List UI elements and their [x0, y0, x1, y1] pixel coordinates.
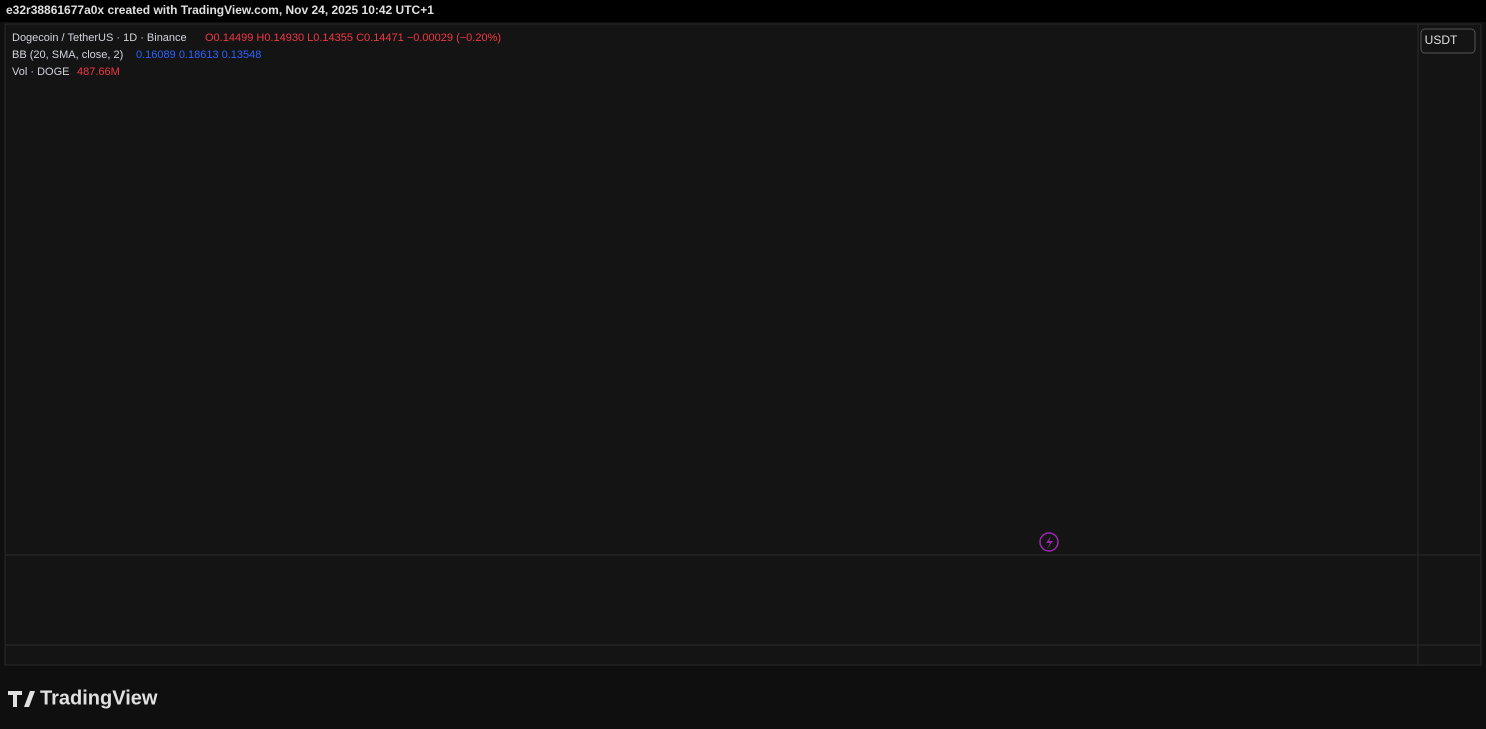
legend-symbol: Dogecoin / TetherUS · 1D · Binance [12, 32, 187, 44]
legend-bb: BB (20, SMA, close, 2) [12, 49, 123, 61]
currency-button[interactable] [1420, 28, 1476, 54]
header-text: e32r38861677a0x created with TradingView… [6, 3, 434, 17]
event-icon-bolt [1046, 536, 1053, 549]
event-icon[interactable] [1039, 532, 1059, 552]
logo-text: TradingView [40, 687, 158, 709]
legend: Dogecoin / TetherUS · 1D · Binance O0.14… [12, 32, 501, 78]
top-bar [0, 0, 1486, 22]
legend-vol: Vol · DOGE [12, 66, 69, 78]
legend-vol-value: 487.66M [77, 66, 120, 78]
legend-bb-values: 0.16089 0.18613 0.13548 [136, 49, 261, 61]
currency-label: USDT [1425, 33, 1458, 47]
chart-pane [4, 23, 1482, 666]
legend-ohlc: O0.14499 H0.14930 L0.14355 C0.14471 −0.0… [205, 32, 501, 44]
footer [0, 668, 1486, 724]
logo-icon [8, 691, 35, 707]
